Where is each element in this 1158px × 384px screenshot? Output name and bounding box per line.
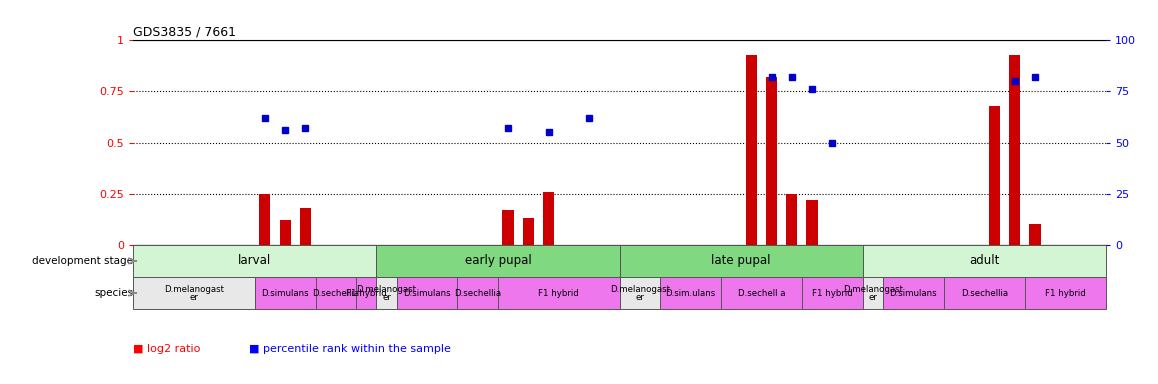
Text: D.simulans: D.simulans	[889, 288, 937, 298]
Bar	[801, 277, 863, 309]
Text: D.simulans: D.simulans	[262, 288, 309, 298]
Bar	[522, 218, 534, 245]
Text: D.melanogast
er: D.melanogast er	[164, 285, 223, 301]
Bar	[620, 245, 863, 277]
Bar	[133, 277, 255, 309]
Bar	[315, 277, 356, 309]
Text: D.sechellia: D.sechellia	[961, 288, 1007, 298]
Bar	[356, 277, 376, 309]
Text: early pupal: early pupal	[464, 255, 532, 267]
Bar	[863, 277, 882, 309]
Text: D.melanogast
er: D.melanogast er	[610, 285, 669, 301]
Bar	[255, 277, 315, 309]
Text: species: species	[94, 288, 133, 298]
Text: F1 hybrid: F1 hybrid	[538, 288, 579, 298]
Text: adult: adult	[969, 255, 999, 267]
Bar	[259, 194, 271, 245]
Bar	[620, 277, 660, 309]
Text: D.melanogast
er: D.melanogast er	[843, 285, 903, 301]
Bar	[882, 277, 944, 309]
Text: D.sechell a: D.sechell a	[738, 288, 785, 298]
Text: development stage: development stage	[32, 256, 133, 266]
Bar	[279, 220, 291, 245]
Text: D.sechellia: D.sechellia	[454, 288, 501, 298]
Bar	[863, 245, 1106, 277]
Bar	[1009, 55, 1020, 245]
Text: D.sim.ulans: D.sim.ulans	[666, 288, 716, 298]
Bar	[543, 192, 555, 245]
Bar	[720, 277, 801, 309]
Text: F1 hybrid: F1 hybrid	[812, 288, 852, 298]
Bar	[786, 194, 798, 245]
Bar	[1029, 224, 1041, 245]
Text: ■ percentile rank within the sample: ■ percentile rank within the sample	[249, 344, 450, 354]
Bar	[376, 245, 620, 277]
Bar	[765, 77, 777, 245]
Bar	[989, 106, 1001, 245]
Bar	[376, 277, 396, 309]
Bar	[746, 55, 757, 245]
Bar	[133, 245, 376, 277]
Text: late pupal: late pupal	[711, 255, 771, 267]
Bar	[498, 277, 620, 309]
Text: D.simulans: D.simulans	[403, 288, 450, 298]
Text: F1 hybrid: F1 hybrid	[346, 288, 387, 298]
Bar	[300, 208, 312, 245]
Text: D.melanogast
er: D.melanogast er	[357, 285, 417, 301]
Text: ■ log2 ratio: ■ log2 ratio	[133, 344, 200, 354]
Bar	[503, 210, 514, 245]
Text: GDS3835 / 7661: GDS3835 / 7661	[133, 25, 236, 38]
Bar	[660, 277, 720, 309]
Text: larval: larval	[239, 255, 271, 267]
Bar	[944, 277, 1025, 309]
Bar	[1025, 277, 1106, 309]
Bar	[457, 277, 498, 309]
Text: D.sechellia: D.sechellia	[313, 288, 359, 298]
Text: F1 hybrid: F1 hybrid	[1045, 288, 1086, 298]
Bar	[396, 277, 457, 309]
Bar	[806, 200, 818, 245]
